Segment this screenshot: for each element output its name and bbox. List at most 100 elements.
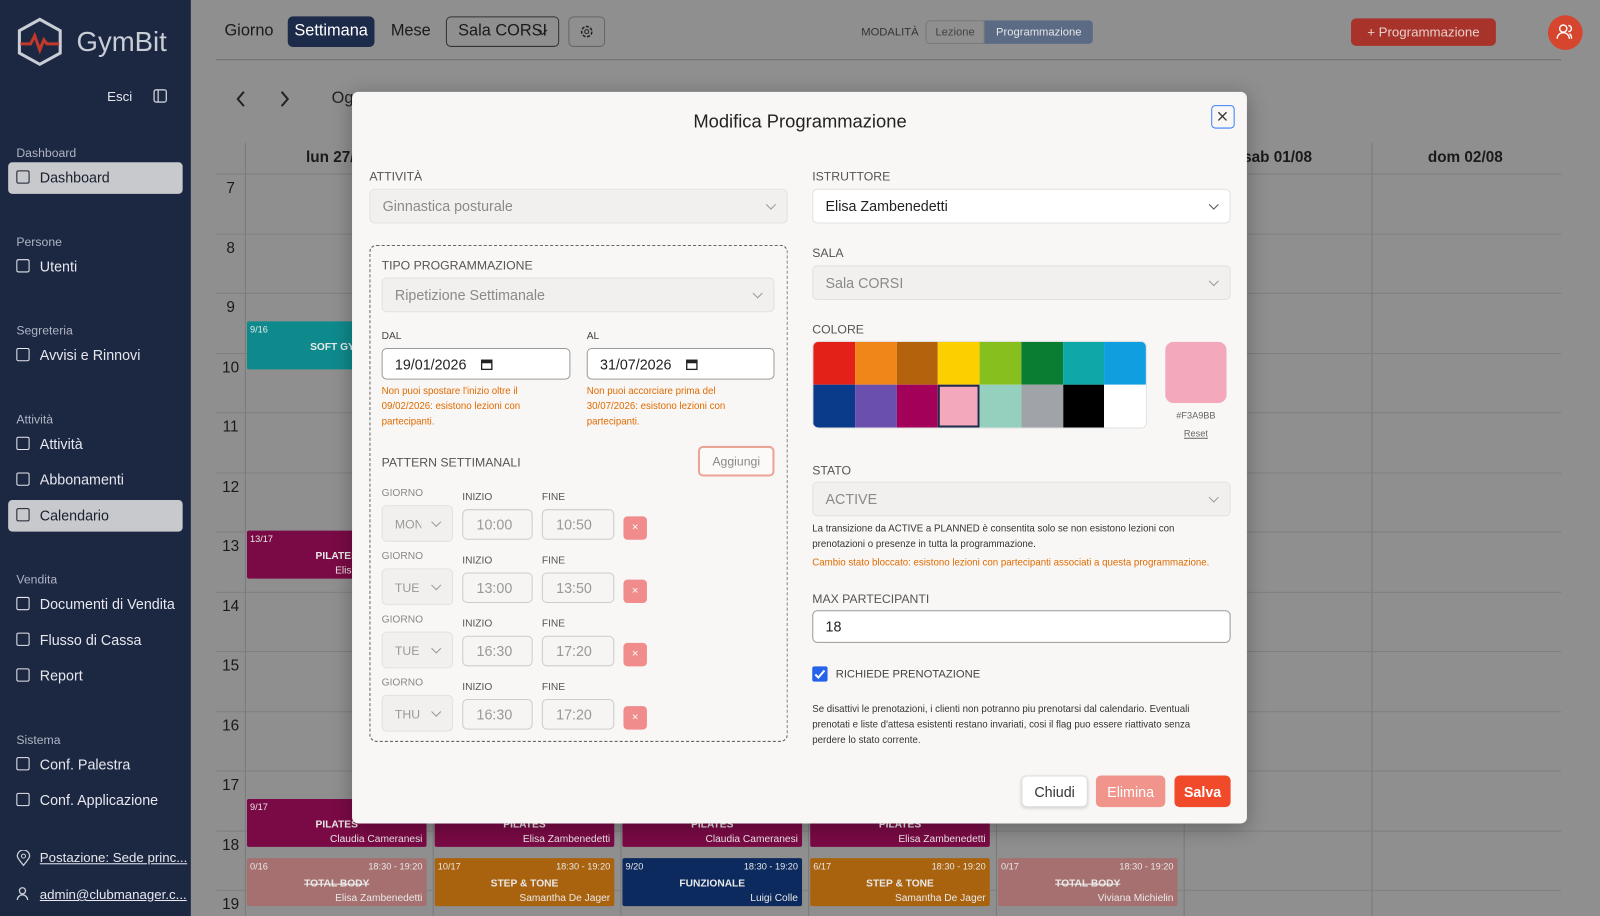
settings-button[interactable] xyxy=(568,16,606,47)
color-swatch[interactable] xyxy=(938,341,980,385)
nav-item[interactable]: Calendario xyxy=(39,507,109,524)
instructor-select[interactable]: Elisa Zambenedetti xyxy=(812,188,1231,224)
activity-select: Ginnastica posturale xyxy=(369,188,788,224)
color-swatch[interactable] xyxy=(938,384,980,428)
color-swatch[interactable] xyxy=(1104,341,1146,385)
remove-pattern-button[interactable]: × xyxy=(623,706,647,730)
event-name: FUNZIONALE xyxy=(679,878,746,890)
color-swatch[interactable] xyxy=(979,384,1022,428)
status-select: ACTIVE xyxy=(812,481,1231,517)
user-email[interactable]: admin@clubmanager.c... xyxy=(39,886,187,903)
nav-item[interactable]: Avvisi e Rinnovi xyxy=(39,346,141,364)
color-swatch[interactable] xyxy=(979,341,1022,385)
event[interactable]: 10/17 18:30 - 19:20 STEP & TONE Samantha De… xyxy=(434,858,615,907)
view-tab-active[interactable]: Settimana xyxy=(287,16,375,47)
event-name: STEP & TONE xyxy=(490,878,559,890)
remove-pattern-button[interactable]: × xyxy=(623,516,647,540)
day-column-line xyxy=(244,142,246,916)
event-count: 0/16 xyxy=(249,861,268,872)
room-select[interactable]: Sala CORSI xyxy=(445,16,560,47)
event-count: 6/17 xyxy=(813,861,832,872)
nav-item[interactable]: Utenti xyxy=(39,258,78,275)
to-date[interactable]: 31/07/2026 xyxy=(586,347,775,380)
field-label: INIZIO xyxy=(462,681,493,693)
field-label: ISTRUTTORE xyxy=(812,169,891,184)
event-count: 9/20 xyxy=(625,861,644,872)
color-swatch[interactable] xyxy=(854,384,897,428)
close-button[interactable]: Chiudi xyxy=(1021,775,1088,808)
color-code: #F3A9BB xyxy=(1176,410,1216,421)
color-swatch[interactable] xyxy=(813,384,855,428)
event[interactable]: 0/16 18:30 - 19:20 TOTAL BODY Elisa Zambene… xyxy=(246,858,427,907)
event-name: PILATES xyxy=(315,551,358,563)
modal-title: Modifica Programmazione xyxy=(693,111,907,132)
event[interactable]: 9/20 18:30 - 19:20 FUNZIONALE Luigi Colle xyxy=(622,858,803,907)
location-icon xyxy=(16,849,31,867)
view-tab[interactable]: Giorno xyxy=(224,22,274,40)
nav-icon xyxy=(16,757,30,771)
collapse-icon[interactable] xyxy=(153,89,167,103)
save-button[interactable]: Salva xyxy=(1174,775,1231,808)
field-label: INIZIO xyxy=(462,618,493,630)
today-button[interactable]: Og xyxy=(331,89,354,108)
from-date[interactable]: 19/01/2026 xyxy=(381,347,571,380)
add-pattern-button[interactable]: Aggiungi xyxy=(697,445,775,477)
field-label: INIZIO xyxy=(462,555,493,567)
event[interactable]: 6/17 18:30 - 19:20 STEP & TONE Samantha De … xyxy=(810,858,990,907)
avatar[interactable] xyxy=(1547,15,1583,50)
color-swatch[interactable] xyxy=(1062,341,1105,385)
hour-label: 16 xyxy=(222,716,240,735)
color-swatch[interactable] xyxy=(1104,384,1146,428)
schedule-box xyxy=(369,244,788,742)
nav-item[interactable]: Dashboard xyxy=(39,169,110,186)
close-icon-button[interactable] xyxy=(1211,105,1235,129)
hour-label: 17 xyxy=(222,776,240,794)
room-value: Sala CORSI xyxy=(458,22,548,40)
warning: Cambio stato bloccato: esistono lezioni … xyxy=(812,557,1210,569)
main: Giorno Settimana Mese Sala CORSI MODALIT… xyxy=(191,0,1600,916)
time-input: 17:20 xyxy=(541,635,615,667)
booking-checkbox[interactable] xyxy=(812,666,828,682)
warning: Non puoi accorciare prima del 30/07/2026… xyxy=(586,385,726,428)
event-name: STEP & TONE xyxy=(866,878,934,890)
field-value: Ginnastica posturale xyxy=(382,197,513,215)
nav-item[interactable]: Documenti di Vendita xyxy=(39,595,175,613)
mode-toggle-active[interactable]: Programmazione xyxy=(984,20,1093,44)
event-count: 13/17 xyxy=(249,533,273,544)
field-value: Ripetizione Settimanale xyxy=(394,286,545,304)
delete-button[interactable]: Elimina xyxy=(1095,775,1166,808)
nav-item[interactable]: Conf. Palestra xyxy=(39,756,131,773)
color-swatch[interactable] xyxy=(813,341,855,385)
nav-item[interactable]: Attività xyxy=(39,435,83,453)
field-label: GIORNO xyxy=(381,551,424,563)
booking-note: Se disattivi le prenotazioni, i clienti … xyxy=(812,704,1191,746)
event-time: 18:30 - 19:20 xyxy=(556,861,611,872)
nav-item[interactable]: Conf. Applicazione xyxy=(39,791,159,809)
nav-item[interactable]: Flusso di Cassa xyxy=(39,631,142,648)
section-title: Attività xyxy=(16,412,54,427)
event-name: TOTAL BODY xyxy=(1055,878,1121,890)
toolbar-divider xyxy=(216,59,1562,61)
color-swatch[interactable] xyxy=(854,341,897,385)
day-value: TUE xyxy=(394,643,420,659)
nav-arrows[interactable] xyxy=(234,90,291,108)
view-tab[interactable]: Mese xyxy=(390,22,431,40)
reset-link[interactable]: Reset xyxy=(1183,428,1208,439)
remove-pattern-button[interactable]: × xyxy=(623,579,647,604)
max-input[interactable]: 18 xyxy=(812,610,1231,643)
nav-icon xyxy=(16,170,30,184)
remove-pattern-button[interactable]: × xyxy=(623,642,647,667)
new-schedule-button[interactable]: + Programmazione xyxy=(1351,18,1496,46)
nav-item[interactable]: Abbonamenti xyxy=(39,471,124,488)
location[interactable]: Postazione: Sede princ... xyxy=(39,849,188,866)
color-swatch[interactable] xyxy=(1021,384,1063,428)
event[interactable]: 0/17 18:30 - 19:20 TOTAL BODY Viviana Michi… xyxy=(997,858,1178,907)
mode-toggle[interactable]: Lezione xyxy=(925,20,985,44)
color-swatch[interactable] xyxy=(1021,341,1063,385)
field-value: 19/01/2026 xyxy=(394,355,467,372)
color-swatch[interactable] xyxy=(896,341,939,385)
color-swatch[interactable] xyxy=(896,384,939,428)
color-swatch[interactable] xyxy=(1062,384,1105,428)
logout[interactable]: Esci xyxy=(107,88,133,105)
nav-item[interactable]: Report xyxy=(39,667,83,684)
